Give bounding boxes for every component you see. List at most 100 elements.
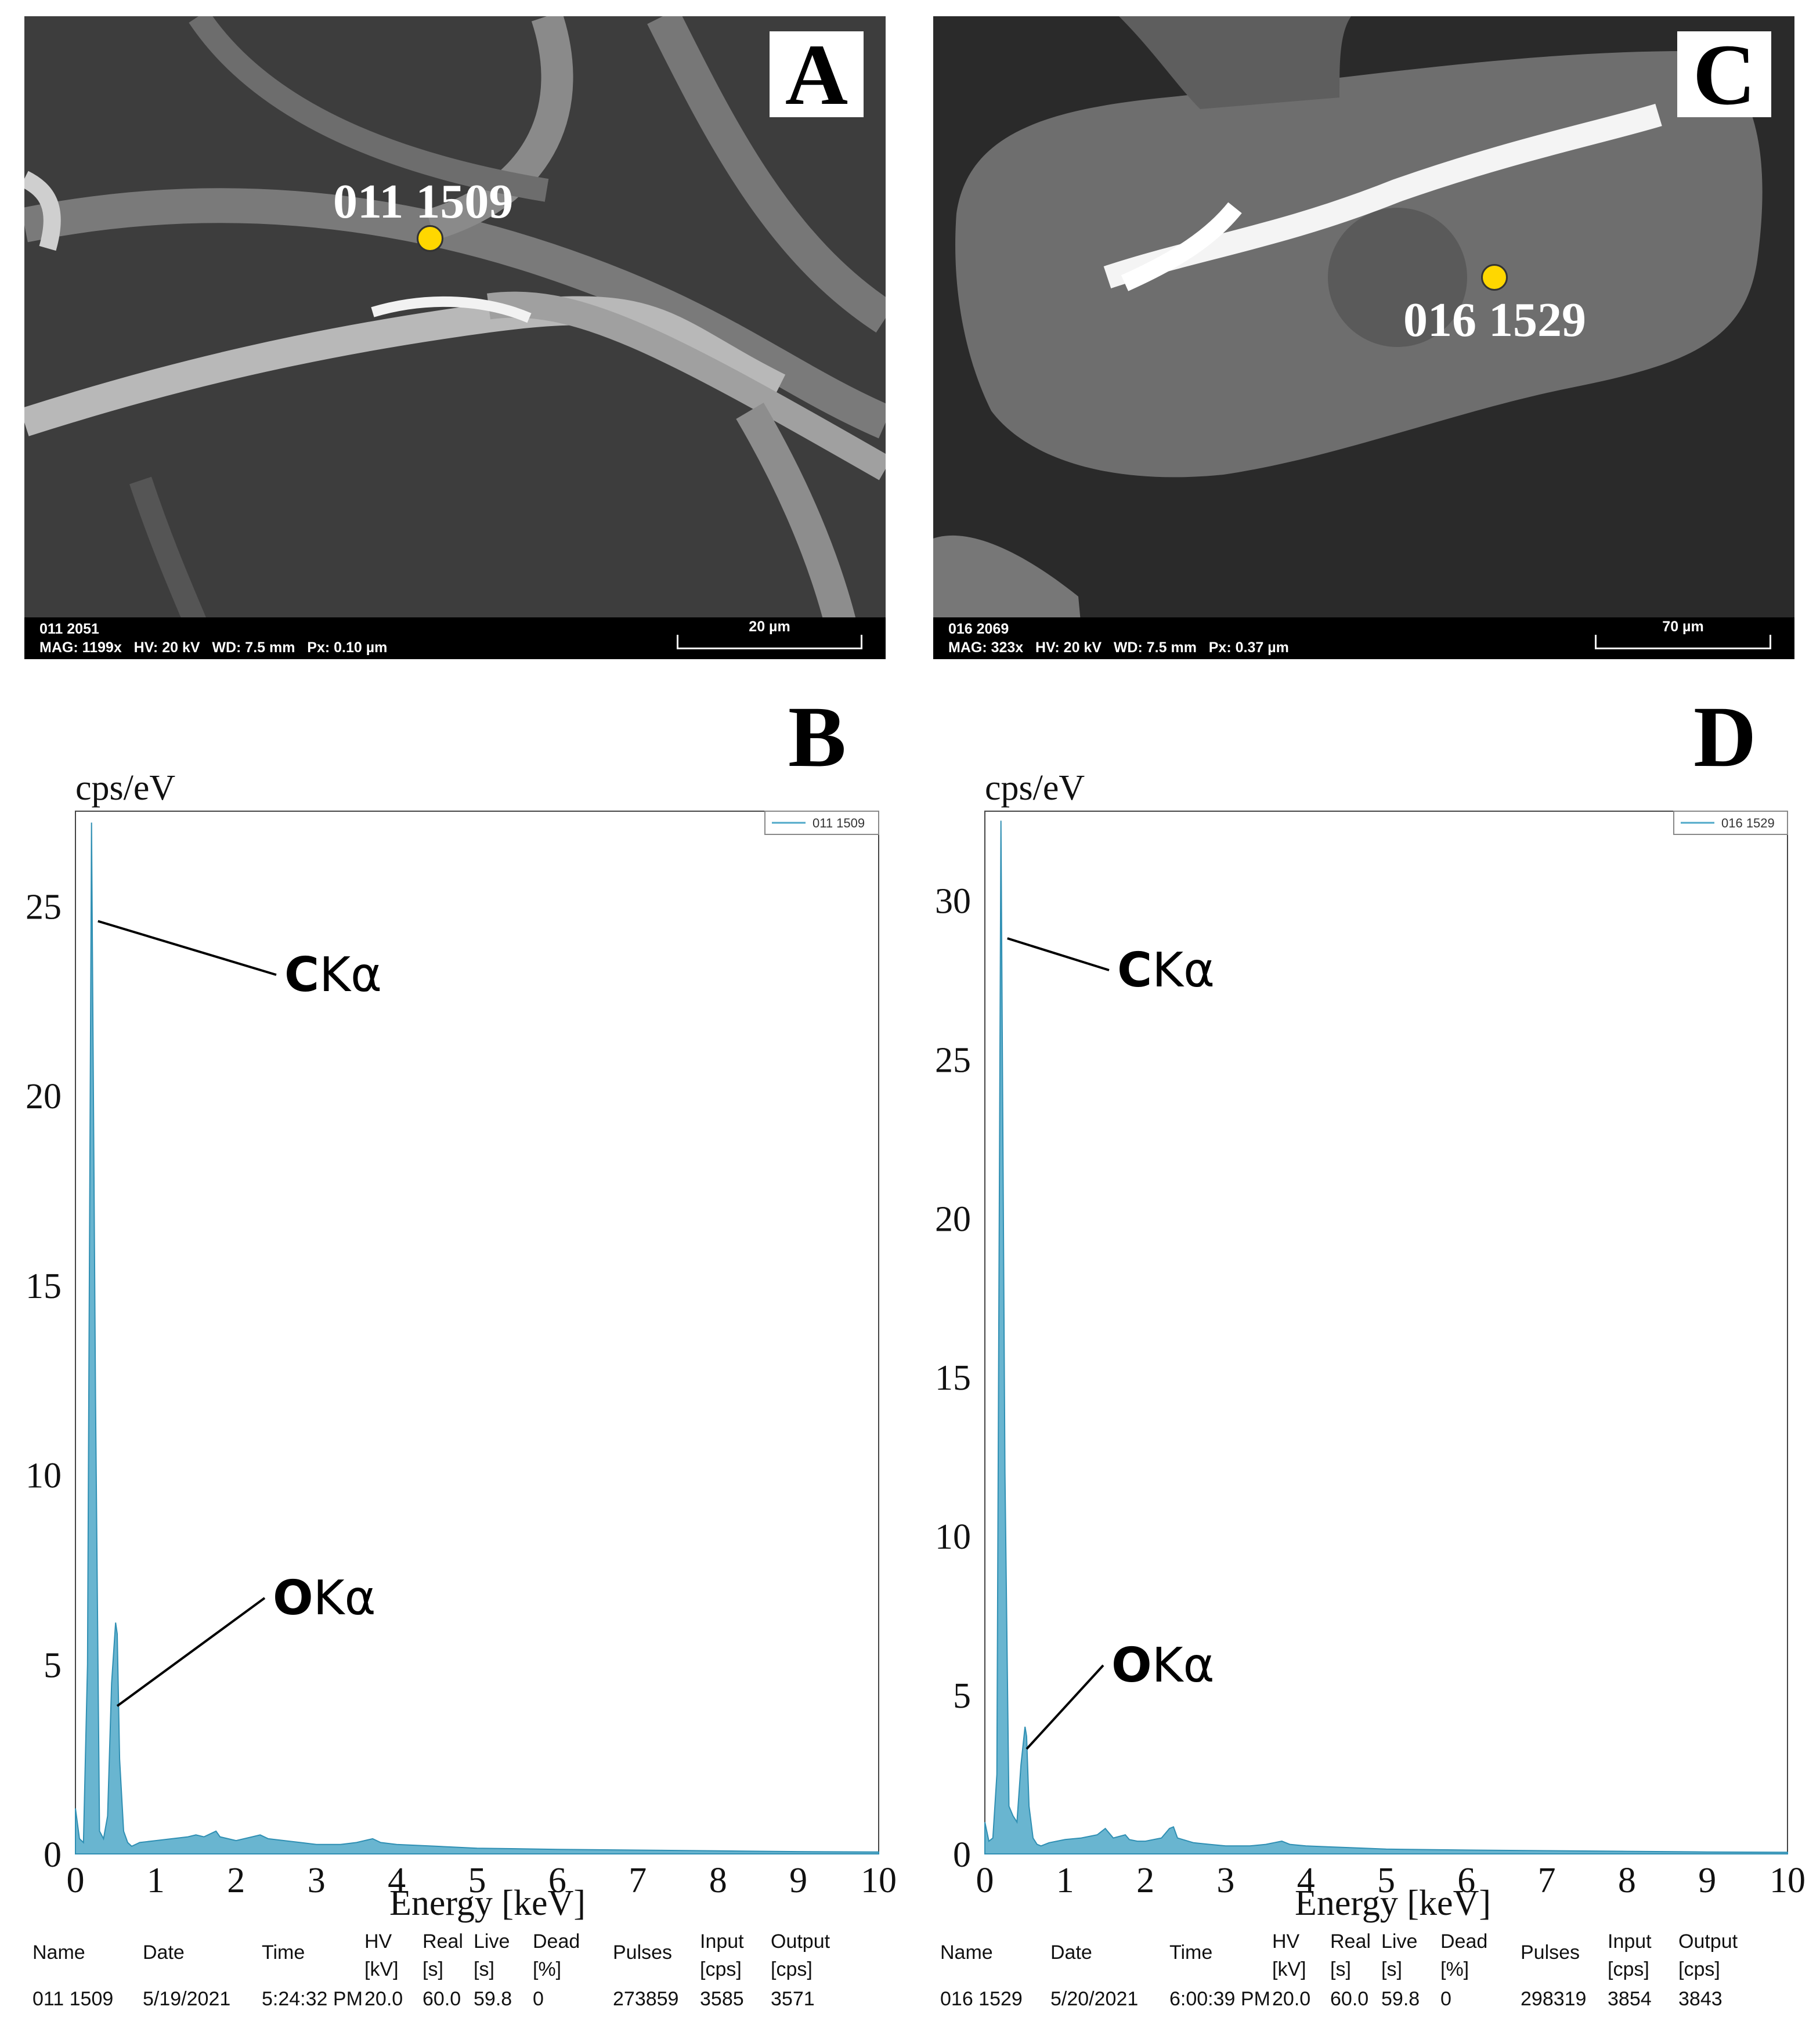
- legend-label-b: 011 1509: [813, 816, 865, 830]
- y-tick-label-d: 25: [935, 1040, 971, 1080]
- x-tick-label-d: 10: [1770, 1861, 1805, 1900]
- peak-label-b: OKα: [273, 1571, 376, 1626]
- x-axis-label-d: Energy [keV]: [1295, 1883, 1491, 1923]
- image-id-c: 016 2069: [948, 621, 1009, 637]
- peak-label-d: CKα: [1117, 943, 1215, 998]
- table-value-cell: 3843: [1678, 1988, 1723, 2010]
- x-tick-label-b: 0: [67, 1861, 85, 1900]
- plot-area-d: [984, 811, 1788, 1854]
- table-header-cell: Live [s]: [1381, 1930, 1418, 1980]
- x-tick-label-b: 7: [629, 1861, 647, 1900]
- image-meta-a: MAG: 1199x HV: 20 kV WD: 7.5 mm Px: 0.10…: [39, 639, 388, 656]
- x-tick-label-b: 8: [709, 1861, 727, 1900]
- point-label-c: 016 1529: [1403, 293, 1586, 347]
- x-tick-label-d: 3: [1216, 1861, 1234, 1900]
- table-value-cell: 016 1529: [940, 1988, 1023, 2010]
- x-axis-label-b: Energy [keV]: [389, 1883, 586, 1923]
- table-value-cell: 20.0: [1272, 1988, 1311, 2010]
- x-tick-label-b: 3: [308, 1861, 326, 1900]
- sem-particle-texture: [933, 16, 1794, 659]
- x-tick-label-d: 9: [1698, 1861, 1716, 1900]
- x-tick-label-b: 6: [548, 1861, 566, 1900]
- table-header-cell: Date: [1050, 1942, 1092, 1964]
- spectrum-area-d: [984, 820, 1788, 1854]
- y-tick-label-d: 30: [935, 881, 971, 921]
- spectrum-info-table-d: Name Date Time HV [kV] Real [s] Live [s] Dead [%] P…: [940, 1928, 1782, 2015]
- table-value-cell: 5/19/2021: [143, 1988, 231, 2010]
- table-header-cell: Time: [1169, 1942, 1213, 1964]
- y-tick-label-b: 5: [44, 1646, 62, 1685]
- x-tick-label-b: 1: [147, 1861, 165, 1900]
- y-tick-label-b: 25: [26, 887, 62, 927]
- table-value-cell: 3854: [1608, 1988, 1652, 2010]
- x-tick-label-d: 0: [976, 1861, 994, 1900]
- x-tick-label-d: 4: [1297, 1861, 1315, 1900]
- annotation-line-d: [1025, 1664, 1104, 1750]
- table-header-cell: Live [s]: [474, 1930, 510, 1980]
- y-tick-label-b: 20: [26, 1077, 62, 1116]
- table-value-cell: 59.8: [1381, 1988, 1420, 2010]
- analysis-point-c: [1481, 264, 1508, 291]
- image-id-a: 011 2051: [39, 621, 99, 637]
- scale-bar-a: 20 µm: [677, 619, 862, 649]
- spectrum-area-b: [75, 822, 879, 1854]
- y-tick-label-d: 0: [953, 1835, 971, 1875]
- table-value-cell: 0: [533, 1988, 544, 2010]
- table-header-cell: Real [s]: [1330, 1930, 1371, 1980]
- table-value-cell: 20.0: [364, 1988, 403, 2010]
- y-tick-label-d: 5: [953, 1676, 971, 1716]
- x-tick-label-b: 5: [468, 1861, 486, 1900]
- table-header-cell: Output [cps]: [771, 1930, 830, 1980]
- table-value-cell: 0: [1440, 1988, 1451, 2010]
- sem-image-a: A 011 1509 011 2051 MAG: 1199x HV: 20 kV…: [24, 16, 886, 659]
- peak-label-d: OKα: [1111, 1638, 1215, 1693]
- annotation-line-b: [116, 1597, 266, 1707]
- y-tick-label-d: 20: [935, 1199, 971, 1239]
- analysis-point-a: [417, 225, 443, 252]
- panel-letter-d: D: [1693, 689, 1757, 785]
- table-header-cell: Date: [143, 1942, 185, 1964]
- annotation-line-b: [98, 920, 277, 976]
- table-header-cell: Input [cps]: [1608, 1930, 1652, 1980]
- table-header-cell: HV [kV]: [364, 1930, 399, 1980]
- scale-bar-c: 70 µm: [1595, 619, 1771, 649]
- table-header-cell: Dead [%]: [1440, 1930, 1488, 1980]
- y-tick-label-b: 0: [44, 1835, 62, 1875]
- y-axis-label-d: cps/eV: [985, 768, 1085, 808]
- panel-letter-b: B: [788, 689, 847, 785]
- x-tick-label-d: 6: [1457, 1861, 1475, 1900]
- table-header-cell: Input [cps]: [700, 1930, 744, 1980]
- table-header-cell: Dead [%]: [533, 1930, 580, 1980]
- table-value-cell: 298319: [1521, 1988, 1587, 2010]
- peak-label-b: CKα: [284, 948, 382, 1003]
- x-tick-label-d: 8: [1618, 1861, 1636, 1900]
- table-value-cell: 6:00:39 PM: [1169, 1988, 1270, 2010]
- table-value-cell: 011 1509: [32, 1988, 114, 2010]
- y-tick-label-b: 10: [26, 1456, 62, 1496]
- table-header-cell: Name: [32, 1942, 85, 1964]
- y-tick-label-d: 10: [935, 1517, 971, 1557]
- x-tick-label-d: 1: [1056, 1861, 1074, 1900]
- sem-image-c: C 016 1529 016 2069 MAG: 323x HV: 20 kV …: [933, 16, 1794, 659]
- table-value-cell: 3585: [700, 1988, 744, 2010]
- table-header-cell: Name: [940, 1942, 993, 1964]
- x-tick-label-d: 7: [1538, 1861, 1556, 1900]
- image-meta-c: MAG: 323x HV: 20 kV WD: 7.5 mm Px: 0.37 …: [948, 639, 1289, 656]
- x-tick-label-d: 5: [1377, 1861, 1395, 1900]
- table-header-cell: Pulses: [1521, 1942, 1580, 1964]
- scale-label-a: 20 µm: [749, 619, 790, 635]
- table-value-cell: 3571: [771, 1988, 815, 2010]
- table-header-cell: Output [cps]: [1678, 1930, 1738, 1980]
- y-tick-label-d: 15: [935, 1358, 971, 1398]
- x-tick-label-b: 4: [388, 1861, 406, 1900]
- table-header-cell: Pulses: [613, 1942, 673, 1964]
- panel-letter-c: C: [1677, 31, 1771, 118]
- plot-area-b: [75, 811, 879, 1854]
- table-header-cell: Time: [262, 1942, 305, 1964]
- y-axis-label-b: cps/eV: [75, 768, 175, 808]
- table-header-cell: Real [s]: [423, 1930, 463, 1980]
- legend-label-d: 016 1529: [1721, 816, 1775, 830]
- scale-label-c: 70 µm: [1662, 619, 1704, 635]
- x-tick-label-b: 9: [789, 1861, 807, 1900]
